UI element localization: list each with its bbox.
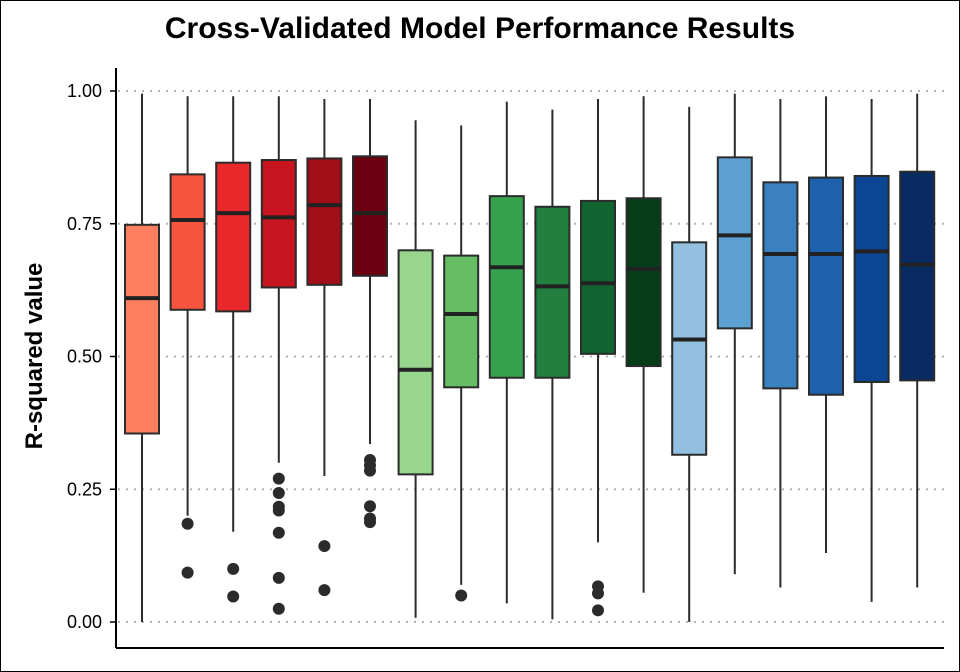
box-7 [397,120,434,618]
boxes [124,93,936,622]
outlier-point [272,526,285,539]
box-body [260,159,297,289]
box-16 [808,96,844,553]
outlier-point [181,517,194,530]
outlier-point [272,571,285,584]
box-body [580,199,616,355]
box-14 [716,93,753,575]
outlier-point [272,504,285,517]
axes [115,68,944,649]
outlier-point [227,562,240,575]
box-17 [853,98,890,602]
y-axis-ticks: 0.00 0.25 0.50 0.75 1.00 [67,81,116,632]
box-body [899,170,936,382]
outlier-point [592,604,604,617]
y-tick-label: 0.25 [67,479,102,499]
box-1 [124,93,160,622]
box-12 [625,96,662,593]
box-body [306,157,343,286]
outlier-point [364,516,376,529]
box-18 [899,93,936,588]
y-axis-label: R-squared value [21,263,48,450]
outlier-point [364,464,376,477]
box-13 [671,106,708,622]
box-body [853,174,890,383]
chart-title: Cross-Validated Model Performance Result… [164,12,796,45]
box-body [352,155,388,277]
box-body [124,223,160,435]
y-tick-label: 1.00 [67,81,102,101]
box-4 [260,96,297,615]
outlier-point [318,540,331,553]
grid-lines [118,90,944,623]
box-15 [762,98,799,588]
outlier-point [227,590,240,603]
box-5 [306,98,343,597]
box-body [443,254,480,389]
box-8 [443,125,480,602]
box-body [808,176,844,396]
box-body [397,249,434,476]
box-body [534,205,571,379]
box-3 [215,96,252,603]
y-tick-label: 0.50 [67,347,102,367]
y-tick-label: 0.00 [67,612,102,632]
box-2 [169,96,206,579]
box-body [488,195,525,379]
outlier-point [181,566,194,579]
box-body [625,197,662,368]
box-body [169,173,206,311]
box-9 [488,101,525,604]
box-body [671,241,708,456]
box-10 [534,109,571,620]
box-11 [580,98,616,617]
outlier-point [364,500,376,513]
outlier-point [455,589,468,602]
outlier-point [272,472,285,485]
outlier-point [318,584,331,597]
outlier-point [592,587,604,600]
y-tick-label: 0.75 [67,214,102,234]
box-body [762,181,799,390]
box-body [716,156,753,330]
box-6 [352,98,388,529]
outlier-point [272,486,285,499]
outlier-point [272,602,285,615]
box-body [215,161,252,313]
